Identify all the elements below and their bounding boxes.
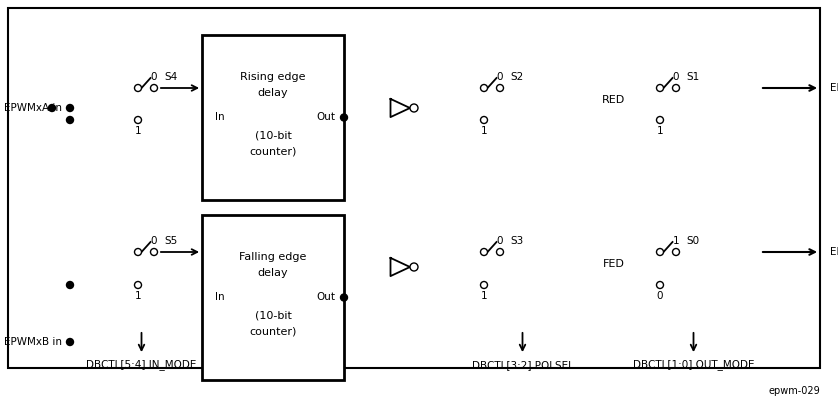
Circle shape [410,104,418,112]
Circle shape [340,294,348,301]
Text: DBCTL[1:0] OUT_MODE: DBCTL[1:0] OUT_MODE [633,360,754,370]
Circle shape [656,116,664,124]
Bar [88,60,195,330]
Bar [627,30,760,340]
Circle shape [656,282,664,288]
Bar [202,35,344,200]
Circle shape [656,84,664,91]
Text: S5: S5 [164,236,178,246]
Text: Rising edge: Rising edge [241,72,306,82]
Circle shape [496,84,504,91]
Bar [202,215,344,380]
Circle shape [480,248,488,255]
Text: DBCTL[5:4] IN_MODE: DBCTL[5:4] IN_MODE [86,360,197,370]
Text: 0: 0 [673,72,680,82]
Circle shape [66,116,74,124]
Text: Out: Out [317,112,335,122]
Circle shape [480,282,488,288]
Circle shape [673,84,680,91]
Text: EPWMxA in: EPWMxA in [4,103,62,113]
Text: FED: FED [603,259,624,269]
Text: S2: S2 [510,72,523,82]
Text: 0: 0 [497,72,504,82]
Text: Falling edge: Falling edge [240,252,307,262]
Text: S1: S1 [686,72,699,82]
Polygon shape [391,99,410,117]
Text: 1: 1 [481,291,488,301]
Text: delay: delay [258,268,288,278]
Polygon shape [391,258,410,276]
Text: 1: 1 [657,126,664,136]
Text: (10-bit: (10-bit [255,130,292,140]
Circle shape [151,248,158,255]
Circle shape [66,105,74,112]
Text: 0: 0 [657,291,663,301]
Circle shape [135,248,142,255]
Text: 1: 1 [135,126,142,136]
Text: RED: RED [602,95,625,105]
Text: 0: 0 [151,72,158,82]
Circle shape [480,116,488,124]
Text: counter): counter) [250,146,297,156]
Circle shape [496,248,504,255]
Circle shape [673,248,680,255]
Bar [445,30,600,340]
Text: 1: 1 [135,291,142,301]
Text: (10-bit: (10-bit [255,310,292,320]
Text: S3: S3 [510,236,523,246]
Text: EPWMxB in: EPWMxB in [4,337,62,347]
Text: 1: 1 [481,126,488,136]
Text: In: In [215,112,225,122]
Text: epwm-029: epwm-029 [768,386,820,396]
Circle shape [480,84,488,91]
Circle shape [66,282,74,288]
Text: S4: S4 [164,72,178,82]
Text: 0: 0 [497,236,504,246]
Text: S0: S0 [686,236,699,246]
Circle shape [340,114,348,121]
Text: Out: Out [317,292,335,303]
Bar [8,8,820,368]
Circle shape [656,248,664,255]
Text: DBCTL[3:2] POLSEL: DBCTL[3:2] POLSEL [472,360,573,370]
Circle shape [135,116,142,124]
Text: 0: 0 [151,236,158,246]
Text: EPWMxA: EPWMxA [830,83,838,93]
Text: In: In [215,292,225,303]
Circle shape [49,105,55,112]
Circle shape [135,282,142,288]
Circle shape [135,84,142,91]
Text: counter): counter) [250,326,297,336]
Text: EPWMxB: EPWMxB [830,247,838,257]
Circle shape [151,84,158,91]
Circle shape [66,339,74,345]
Text: 1: 1 [673,236,680,246]
Circle shape [410,263,418,271]
Text: delay: delay [258,88,288,98]
